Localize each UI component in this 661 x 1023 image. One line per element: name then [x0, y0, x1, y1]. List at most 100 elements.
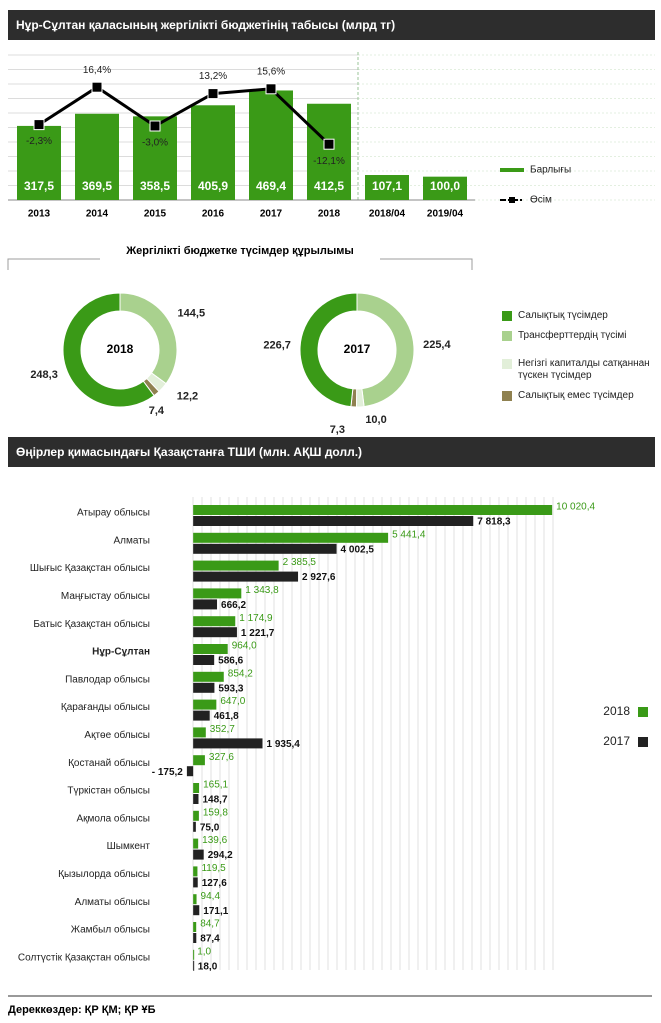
bar — [193, 783, 200, 793]
y-tick-label: Павлодар облысы — [65, 673, 150, 685]
data-label: 1,0 — [197, 946, 211, 957]
data-label: 15,6% — [257, 66, 285, 77]
donut-slice — [119, 292, 178, 385]
legend-swatch — [502, 359, 512, 369]
legend-label: 2018 — [603, 704, 630, 718]
bar — [193, 794, 199, 804]
data-label: 469,4 — [256, 179, 286, 193]
data-label: 13,2% — [199, 71, 227, 82]
legend-swatch — [509, 197, 515, 203]
bar — [423, 176, 467, 200]
data-label: -2,3% — [26, 136, 52, 147]
data-label: 87,4 — [200, 934, 220, 945]
donut-slice — [356, 292, 415, 408]
bar — [193, 644, 228, 654]
marker — [91, 81, 103, 93]
line — [38, 85, 331, 146]
chart-title: Жергілікті бюджетке түсімдер құрылымы — [125, 245, 354, 257]
bar — [193, 810, 199, 821]
marker — [149, 120, 161, 132]
data-label: 139,6 — [202, 835, 227, 846]
data-label: 248,3 — [30, 369, 58, 381]
bar — [186, 766, 194, 777]
data-label: 964,0 — [232, 641, 257, 652]
data-label: 148,7 — [202, 795, 227, 806]
bar — [193, 532, 389, 543]
bar — [307, 103, 351, 200]
y-tick-label: Атырау облысы — [77, 507, 150, 519]
marker — [323, 138, 335, 150]
source: Дереккөздер: ҚР ҚМ; ҚР ҰБ — [8, 1004, 156, 1016]
bar — [191, 105, 235, 200]
bar — [193, 727, 206, 738]
data-label: 1 343,8 — [245, 585, 279, 596]
y-tick-label: Шығыс Қазақстан облысы — [30, 562, 150, 574]
data-label: 2 385,5 — [283, 557, 317, 568]
bar — [193, 516, 474, 526]
bar — [193, 960, 195, 971]
bar — [249, 90, 293, 200]
marker — [207, 88, 219, 100]
marker — [265, 83, 277, 95]
legend-label: Салықтық емес түсімдер — [518, 390, 634, 401]
data-label: -12,1% — [313, 156, 345, 167]
x-tick-label: 2017 — [260, 209, 283, 220]
marker — [33, 119, 45, 131]
data-label: 593,3 — [218, 683, 243, 694]
bar — [75, 113, 119, 200]
y-tick-label: Түркістан облысы — [67, 785, 150, 797]
legend-swatch — [502, 311, 512, 321]
y-tick-label: Қарағанды облысы — [61, 701, 150, 713]
legend-label: Трансферттердің түсімі — [518, 330, 627, 341]
data-label: 16,4% — [83, 65, 111, 76]
bar — [17, 125, 61, 200]
y-tick-label: Жамбыл облысы — [71, 924, 150, 936]
x-tick-label: 2018 — [318, 209, 341, 220]
data-label: 171,1 — [203, 906, 228, 917]
data-label: 127,6 — [202, 878, 227, 889]
bar — [193, 849, 204, 860]
data-label: 461,8 — [214, 711, 239, 722]
legend-label: Салықтық түсімдер — [518, 310, 608, 321]
data-label: 7,3 — [330, 424, 345, 436]
bar — [193, 894, 197, 905]
bar — [193, 616, 236, 627]
data-label: -3,0% — [142, 138, 168, 149]
data-label: 327,6 — [209, 752, 234, 763]
bar — [365, 175, 409, 200]
y-tick-label: Батыс Қазақстан облысы — [33, 618, 150, 630]
legend-swatch — [502, 391, 512, 401]
legend-swatch — [638, 737, 648, 747]
x-tick-label: 2016 — [202, 209, 225, 220]
data-label: 119,5 — [201, 863, 226, 874]
data-label: - 175,2 — [152, 767, 184, 778]
data-label: 586,6 — [218, 656, 243, 667]
data-label: 107,1 — [372, 179, 402, 193]
chart-title: Өңірлер қимасындағы Қазақстанға ТШИ (млн… — [16, 445, 362, 459]
bar — [193, 755, 205, 766]
data-label: 165,1 — [203, 780, 228, 791]
bar — [193, 682, 215, 693]
legend-label: Барлығы — [530, 165, 571, 176]
data-label: 100,0 — [430, 179, 460, 193]
data-label: 226,7 — [263, 340, 291, 352]
y-tick-label: Шымкент — [107, 841, 151, 852]
y-tick-label: Маңғыстау облысы — [61, 590, 150, 602]
chart-title: Нұр-Сұлтан қаласының жергілікті бюджетін… — [16, 18, 395, 32]
data-label: 854,2 — [228, 668, 253, 679]
bar — [193, 821, 196, 832]
data-label: 358,5 — [140, 179, 170, 193]
data-label: 1 221,7 — [241, 628, 275, 639]
y-tick-label: Ақтөе облысы — [84, 729, 150, 741]
data-label: 18,0 — [198, 961, 218, 972]
legend-swatch — [502, 331, 512, 341]
legend-swatch — [638, 707, 648, 717]
x-tick-label: 2015 — [144, 209, 167, 220]
data-label: 369,5 — [82, 179, 112, 193]
donut-slice — [299, 292, 358, 408]
legend-label: Өсім — [530, 195, 552, 206]
data-label: 12,2 — [177, 390, 198, 402]
x-tick-label: 2014 — [86, 209, 109, 220]
